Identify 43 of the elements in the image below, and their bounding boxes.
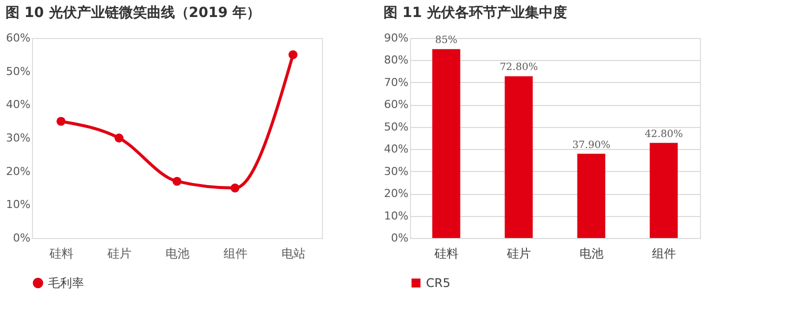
bar <box>432 49 460 238</box>
point <box>172 176 182 186</box>
x-tick-label: 组件 <box>224 246 248 260</box>
y-tick-label: 80% <box>384 54 408 67</box>
y-tick-label: 50% <box>384 120 408 134</box>
y-tick-label: 10% <box>6 198 30 212</box>
point <box>56 116 66 126</box>
y-tick-label: 10% <box>384 209 408 222</box>
x-tick-label: 电池 <box>166 246 190 260</box>
point <box>230 184 240 192</box>
data-label: 85% <box>435 35 458 46</box>
chart-title: 图 10 光伏产业链微笑曲线（2019 年） <box>6 4 261 21</box>
y-tick-label: 90% <box>384 32 408 44</box>
x-tick-label: 硅料 <box>433 246 458 260</box>
y-tick-label: 50% <box>6 64 30 78</box>
data-label: 37.90% <box>572 140 610 151</box>
point <box>114 134 124 142</box>
x-tick-label: 组件 <box>652 246 676 260</box>
y-tick-label: 0% <box>13 232 30 244</box>
point <box>288 50 298 60</box>
y-tick-label: 60% <box>6 32 30 44</box>
y-tick-label: 0% <box>391 232 408 244</box>
x-tick-label: 硅片 <box>106 246 132 260</box>
y-tick-label: 30% <box>6 132 30 144</box>
bar <box>504 76 533 238</box>
x-tick-label: 硅片 <box>506 246 531 260</box>
y-tick-label: 60% <box>384 98 408 112</box>
data-label: 72.80% <box>500 62 538 74</box>
y-tick-label: 20% <box>384 187 408 200</box>
y-tick-label: 40% <box>384 142 408 156</box>
y-tick-label: 20% <box>6 164 30 178</box>
y-tick-label: 70% <box>384 76 408 89</box>
y-tick-label: 40% <box>6 98 30 112</box>
chart-title: 图 11 光伏各环节产业集中度 <box>384 4 567 21</box>
legend-label: CR5 <box>426 276 450 290</box>
x-tick-label: 电站 <box>282 246 306 260</box>
y-tick-label: 30% <box>384 164 408 178</box>
data-label: 42.80% <box>644 128 683 140</box>
x-tick-label: 电池 <box>579 246 604 260</box>
bar <box>650 142 678 238</box>
bar <box>577 154 606 238</box>
legend-label: 毛利率 <box>48 276 84 290</box>
x-tick-label: 硅料 <box>48 246 74 260</box>
